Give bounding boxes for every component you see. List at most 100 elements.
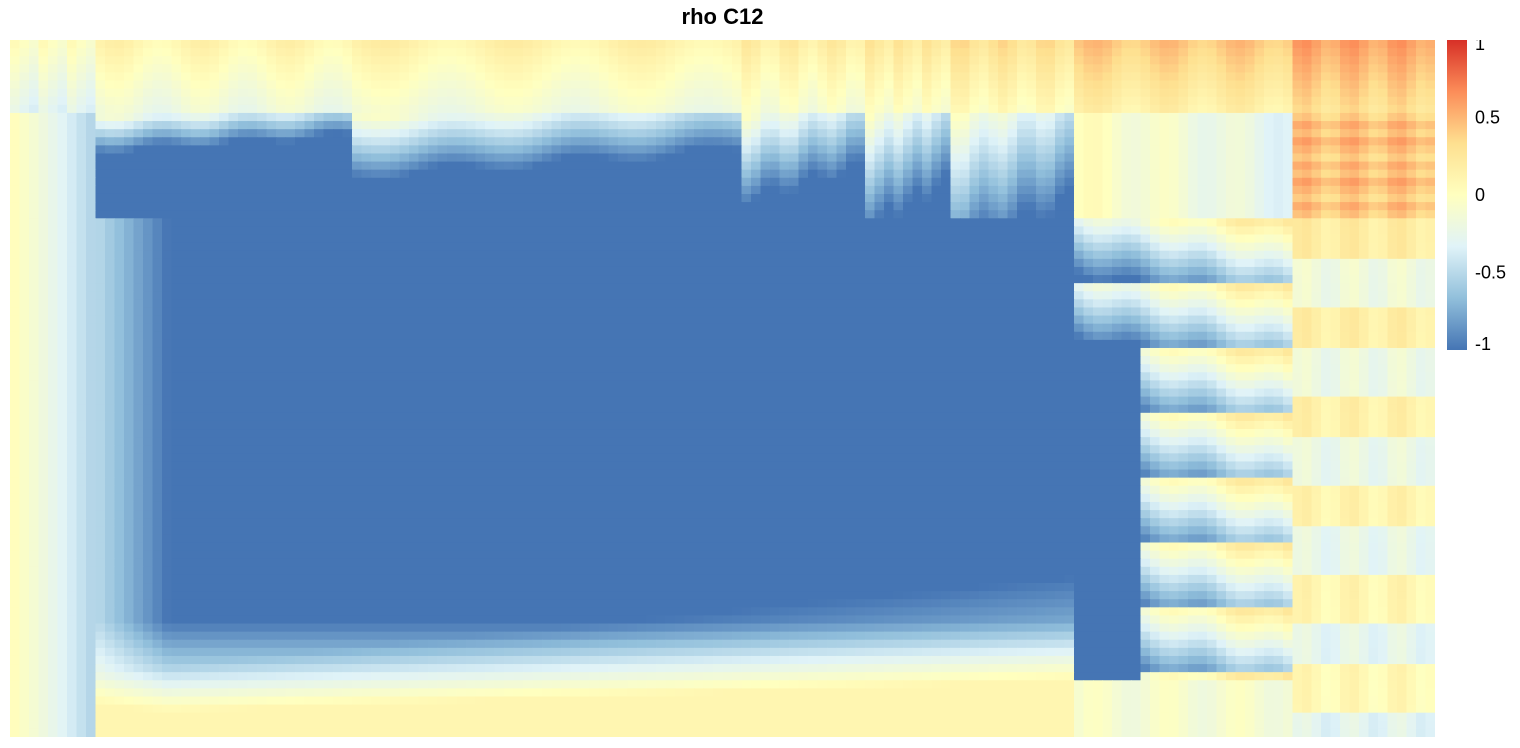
heatmap-cell bbox=[228, 48, 239, 57]
heatmap-cell bbox=[694, 112, 705, 122]
heatmap-cell bbox=[371, 202, 382, 211]
heatmap-cell bbox=[371, 48, 382, 57]
heatmap-cell bbox=[1387, 234, 1398, 244]
heatmap-cell bbox=[988, 275, 999, 284]
heatmap-cell bbox=[342, 72, 353, 82]
heatmap-cell bbox=[200, 80, 211, 90]
heatmap-cell bbox=[732, 161, 743, 171]
heatmap-cell bbox=[1349, 121, 1360, 130]
heatmap-cell bbox=[209, 40, 220, 49]
heatmap-cell bbox=[694, 104, 705, 114]
heatmap-cell bbox=[1188, 193, 1199, 203]
heatmap-cell bbox=[342, 202, 353, 211]
heatmap-cell bbox=[361, 169, 372, 179]
heatmap-cell bbox=[409, 104, 420, 114]
heatmap-cell bbox=[998, 104, 1009, 114]
heatmap-cell bbox=[38, 291, 49, 300]
heatmap-cell bbox=[741, 72, 752, 82]
heatmap-cell bbox=[684, 40, 695, 49]
heatmap-cell bbox=[209, 104, 220, 114]
heatmap-cell bbox=[1235, 177, 1246, 187]
heatmap-cell bbox=[950, 250, 961, 260]
heatmap-cell bbox=[1235, 193, 1246, 203]
heatmap-cell bbox=[105, 177, 116, 187]
heatmap-cell bbox=[1283, 121, 1294, 130]
heatmap-cell bbox=[713, 161, 724, 171]
heatmap-cell bbox=[29, 234, 40, 244]
heatmap-cell bbox=[922, 218, 933, 227]
heatmap-cell bbox=[998, 177, 1009, 187]
heatmap-cell bbox=[608, 210, 619, 219]
heatmap-cell bbox=[561, 145, 572, 155]
heatmap-cell bbox=[1121, 291, 1132, 300]
heatmap-cell bbox=[789, 218, 800, 227]
heatmap-cell bbox=[1397, 291, 1408, 300]
heatmap-cell bbox=[1235, 153, 1246, 163]
heatmap-cell bbox=[48, 210, 59, 219]
heatmap-cell bbox=[257, 80, 268, 90]
heatmap-cell bbox=[1387, 202, 1398, 211]
heatmap-cell bbox=[1302, 258, 1313, 268]
heatmap-cell bbox=[1387, 283, 1398, 292]
heatmap-cell bbox=[276, 234, 287, 244]
heatmap-cell bbox=[542, 96, 553, 106]
heatmap-cell bbox=[1226, 291, 1237, 300]
heatmap-cell bbox=[1321, 169, 1332, 179]
heatmap-cell bbox=[295, 291, 306, 300]
heatmap-cell bbox=[504, 210, 515, 219]
heatmap-cell bbox=[941, 161, 952, 171]
heatmap-cell bbox=[570, 299, 581, 309]
heatmap-cell bbox=[1140, 129, 1151, 138]
heatmap-cell bbox=[143, 153, 154, 163]
heatmap-cell bbox=[181, 218, 192, 227]
heatmap-cell bbox=[95, 250, 106, 260]
heatmap-cell bbox=[599, 218, 610, 227]
heatmap-cell bbox=[390, 250, 401, 260]
heatmap-cell bbox=[846, 193, 857, 203]
heatmap-cell bbox=[1102, 129, 1113, 138]
heatmap-cell bbox=[513, 104, 524, 114]
heatmap-cell bbox=[266, 218, 277, 227]
heatmap-cell bbox=[1093, 145, 1104, 155]
heatmap-cell bbox=[1302, 202, 1313, 211]
heatmap-cell bbox=[95, 104, 106, 114]
heatmap-cell bbox=[1416, 258, 1427, 268]
heatmap-cell bbox=[1349, 137, 1360, 146]
heatmap-cell bbox=[390, 234, 401, 244]
heatmap-cell bbox=[1235, 250, 1246, 260]
heatmap-cell bbox=[836, 64, 847, 74]
heatmap-cell bbox=[931, 96, 942, 106]
heatmap-cell bbox=[1283, 48, 1294, 57]
heatmap-cell bbox=[770, 104, 781, 114]
heatmap-cell bbox=[95, 169, 106, 179]
heatmap-cell bbox=[304, 307, 315, 317]
heatmap-cell bbox=[124, 226, 135, 236]
heatmap-cell bbox=[732, 104, 743, 114]
heatmap-cell bbox=[817, 242, 828, 252]
heatmap-cell bbox=[67, 210, 78, 219]
heatmap-cell bbox=[646, 291, 657, 300]
heatmap-cell bbox=[1064, 226, 1075, 236]
heatmap-cell bbox=[352, 250, 363, 260]
heatmap-cell bbox=[1359, 185, 1370, 195]
heatmap-cell bbox=[627, 218, 638, 227]
heatmap-cell bbox=[352, 56, 363, 65]
heatmap-cell bbox=[1064, 80, 1075, 90]
heatmap-cell bbox=[561, 112, 572, 122]
heatmap-cell bbox=[1273, 40, 1284, 49]
heatmap-cell bbox=[979, 104, 990, 114]
heatmap-cell bbox=[903, 234, 914, 244]
heatmap-cell bbox=[1378, 202, 1389, 211]
heatmap-cell bbox=[523, 153, 534, 163]
heatmap-cell bbox=[1321, 112, 1332, 122]
heatmap-cell bbox=[1283, 177, 1294, 187]
heatmap-cell bbox=[884, 193, 895, 203]
heatmap-cell bbox=[751, 40, 762, 49]
heatmap-cell bbox=[589, 88, 600, 98]
heatmap-cell bbox=[1178, 121, 1189, 130]
heatmap-cell bbox=[684, 48, 695, 57]
heatmap-cell bbox=[171, 307, 182, 317]
heatmap-cell bbox=[627, 137, 638, 146]
heatmap-cell bbox=[1112, 80, 1123, 90]
heatmap-cell bbox=[703, 56, 714, 65]
